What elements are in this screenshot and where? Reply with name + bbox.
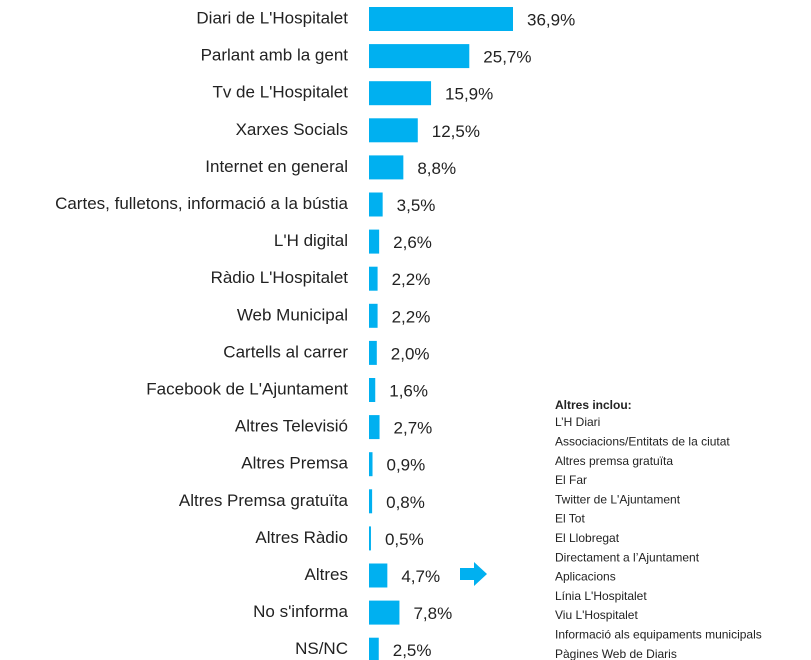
bar xyxy=(369,7,513,31)
category-label: Parlant amb la gent xyxy=(201,46,349,65)
arrow xyxy=(460,562,487,586)
bar xyxy=(369,637,379,660)
annotation-item: El Far xyxy=(555,473,587,487)
value-label: 2,0% xyxy=(391,344,430,363)
category-label: Altres Ràdio xyxy=(255,528,348,547)
value-label: 2,2% xyxy=(392,270,431,289)
category-label: Altres Premsa gratuïta xyxy=(179,491,349,510)
value-label: 15,9% xyxy=(445,85,493,104)
category-label: NS/NC xyxy=(295,639,348,658)
category-label: Facebook de L'Ajuntament xyxy=(146,379,348,398)
category-label: L'H digital xyxy=(274,231,348,250)
bar xyxy=(369,229,380,254)
value-label: 1,6% xyxy=(389,381,428,400)
annotation-item: El Llobregat xyxy=(555,531,620,545)
annotation-item: El Tot xyxy=(555,512,585,526)
category-label: Xarxes Socials xyxy=(236,120,348,139)
category-label: Altres Televisió xyxy=(235,417,348,436)
value-label: 2,2% xyxy=(392,307,431,326)
value-label: 0,5% xyxy=(385,530,424,549)
annotation-item: Twitter de L'Ajuntament xyxy=(555,492,681,506)
value-label: 0,9% xyxy=(387,456,426,475)
value-label: 36,9% xyxy=(527,10,575,29)
category-label: Web Municipal xyxy=(237,305,348,324)
value-label: 7,8% xyxy=(413,604,452,623)
bar xyxy=(369,526,371,551)
annotation-item: L’H Diari xyxy=(555,415,600,429)
value-label: 2,6% xyxy=(393,233,432,252)
category-label: Cartells al carrer xyxy=(223,342,348,361)
bar xyxy=(369,563,388,588)
value-label: 2,5% xyxy=(393,641,432,660)
category-label: Internet en general xyxy=(205,157,348,176)
bar xyxy=(369,600,400,625)
value-label: 12,5% xyxy=(432,122,480,141)
bar xyxy=(369,118,418,143)
category-label: No s'informa xyxy=(253,602,348,621)
bar xyxy=(369,44,470,69)
bar xyxy=(369,340,377,365)
category-label: Tv de L'Hospitalet xyxy=(212,83,348,102)
annotation-item: Línia L'Hospitalet xyxy=(555,589,647,603)
annotation-item: Aplicacions xyxy=(555,570,616,584)
annotation-item: Associacions/Entitats de la ciutat xyxy=(555,434,730,448)
category-label: Altres Premsa xyxy=(241,454,348,473)
category-label: Diari de L'Hospitalet xyxy=(196,8,348,27)
annotation-item: Altres premsa gratuïta xyxy=(555,454,673,468)
bar xyxy=(369,81,432,106)
bar xyxy=(369,489,373,514)
category-label: Ràdio L'Hospitalet xyxy=(211,268,349,287)
annotation-item: Pàgines Web de Diaris xyxy=(555,647,677,660)
category-label: Cartes, fulletons, informació a la bústi… xyxy=(55,194,348,213)
value-label: 0,8% xyxy=(386,493,425,512)
bar xyxy=(369,266,378,291)
value-label: 4,7% xyxy=(401,567,440,586)
bar xyxy=(369,452,373,477)
annotation-item: Viu L'Hospitalet xyxy=(555,608,638,622)
value-label: 25,7% xyxy=(483,48,531,67)
bar xyxy=(369,192,383,217)
bar xyxy=(369,378,376,402)
category-label: Altres xyxy=(305,565,348,584)
annotation-item: Directament a l’Ajuntament xyxy=(555,550,700,564)
value-label: 8,8% xyxy=(417,159,456,178)
bar xyxy=(369,155,404,180)
annotation-item: Informació als equipaments municipals xyxy=(555,627,762,641)
annotation-title: Altres inclou: xyxy=(555,398,632,412)
value-label: 3,5% xyxy=(397,196,436,215)
value-label: 2,7% xyxy=(394,419,433,438)
bar xyxy=(369,415,380,440)
bar xyxy=(369,303,378,328)
